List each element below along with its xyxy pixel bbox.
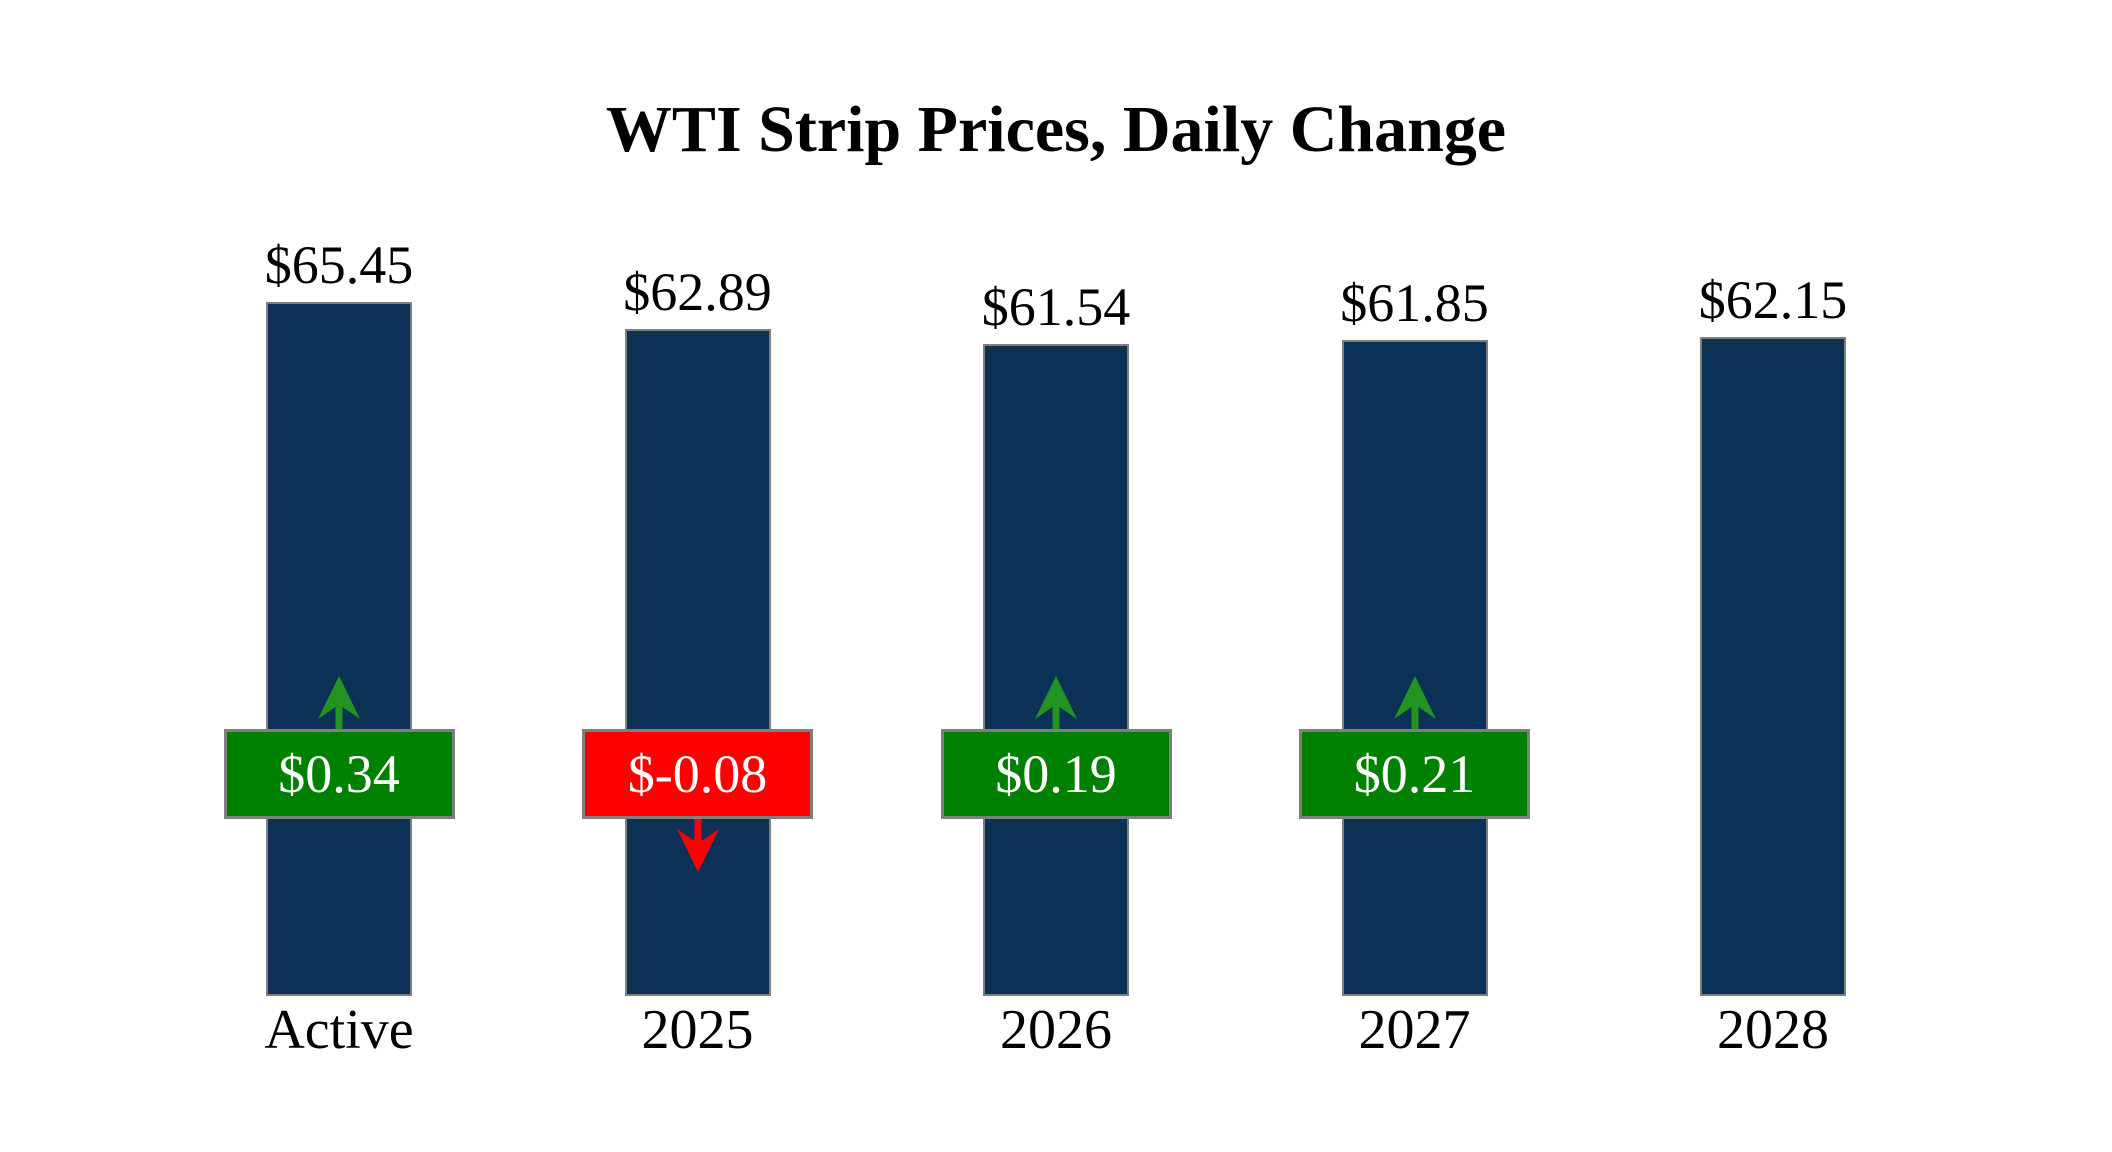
up-arrow-icon <box>318 676 360 729</box>
down-arrow-icon <box>676 819 719 872</box>
price-label: $61.85 <box>1340 273 1489 333</box>
change-badge: $0.21 <box>1299 729 1530 819</box>
price-bar <box>983 344 1129 996</box>
category-label: Active <box>264 999 414 1061</box>
category-label: 2026 <box>1000 999 1112 1061</box>
change-badge: $-0.08 <box>582 729 813 819</box>
category-label: 2025 <box>641 999 754 1061</box>
price-bar <box>1700 337 1846 996</box>
price-bar <box>266 302 412 996</box>
up-arrow-icon <box>1393 676 1436 729</box>
price-label: $61.54 <box>981 277 1131 337</box>
price-label: $62.15 <box>1698 270 1848 330</box>
change-badge: $0.19 <box>940 729 1172 819</box>
up-arrow-icon <box>1035 676 1077 729</box>
price-label: $65.45 <box>264 235 414 295</box>
price-label: $62.89 <box>623 262 772 322</box>
chart-title: WTI Strip Prices, Daily Change <box>605 93 1507 166</box>
category-label: 2027 <box>1358 999 1471 1061</box>
price-bar <box>624 329 771 996</box>
price-bar <box>1341 340 1488 996</box>
change-badge: $0.34 <box>223 729 455 819</box>
category-label: 2028 <box>1717 999 1829 1061</box>
